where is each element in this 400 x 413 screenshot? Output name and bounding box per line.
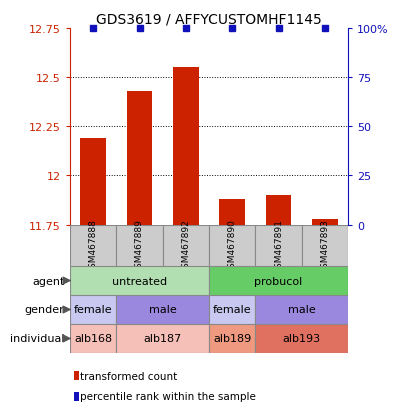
Bar <box>116 225 163 266</box>
Bar <box>116 324 209 353</box>
Bar <box>209 266 348 295</box>
Text: female: female <box>213 305 252 315</box>
Bar <box>116 295 209 324</box>
Bar <box>127 92 152 225</box>
Text: GSM467892: GSM467892 <box>181 218 190 273</box>
Text: transformed count: transformed count <box>80 371 178 381</box>
Text: gender: gender <box>25 305 64 315</box>
Bar <box>209 225 255 266</box>
Text: probucol: probucol <box>254 276 303 286</box>
Text: male: male <box>288 305 316 315</box>
Bar <box>209 324 255 353</box>
Bar <box>312 219 338 225</box>
Bar <box>255 225 302 266</box>
Bar <box>255 324 348 353</box>
Bar <box>70 266 209 295</box>
Text: GSM467891: GSM467891 <box>274 218 283 273</box>
Text: female: female <box>74 305 112 315</box>
Text: GSM467893: GSM467893 <box>320 218 329 273</box>
Bar <box>70 225 116 266</box>
Bar <box>255 295 348 324</box>
Bar <box>70 324 116 353</box>
Bar <box>266 196 291 225</box>
Bar <box>80 139 106 225</box>
Text: GSM467888: GSM467888 <box>89 218 98 273</box>
Text: GSM467889: GSM467889 <box>135 218 144 273</box>
Bar <box>173 68 198 225</box>
Text: GSM467890: GSM467890 <box>228 218 237 273</box>
Bar <box>70 295 116 324</box>
Title: GDS3619 / AFFYCUSTOMHF1145: GDS3619 / AFFYCUSTOMHF1145 <box>96 12 322 26</box>
Text: alb193: alb193 <box>283 334 321 344</box>
Text: percentile rank within the sample: percentile rank within the sample <box>80 392 256 401</box>
Bar <box>220 199 245 225</box>
Text: male: male <box>149 305 176 315</box>
Bar <box>163 225 209 266</box>
Text: individual: individual <box>10 334 64 344</box>
Text: alb189: alb189 <box>213 334 251 344</box>
Text: untreated: untreated <box>112 276 167 286</box>
Bar <box>209 295 255 324</box>
Text: alb187: alb187 <box>144 334 182 344</box>
Text: alb168: alb168 <box>74 334 112 344</box>
Text: agent: agent <box>32 276 64 286</box>
Bar <box>302 225 348 266</box>
